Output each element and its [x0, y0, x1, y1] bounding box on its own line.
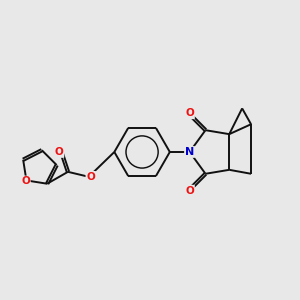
Text: O: O [55, 147, 63, 157]
Text: N: N [185, 147, 194, 157]
Text: O: O [21, 176, 30, 186]
Text: O: O [86, 172, 95, 182]
Text: O: O [185, 108, 194, 118]
Text: O: O [185, 186, 194, 196]
